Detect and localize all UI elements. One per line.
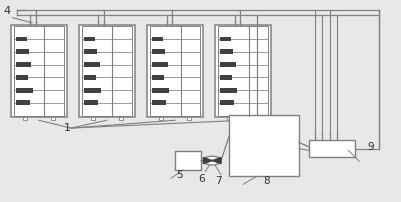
- Bar: [220, 62, 235, 67]
- Bar: [152, 49, 165, 54]
- Bar: [23, 117, 27, 120]
- Text: 6: 6: [198, 174, 205, 184]
- Bar: [187, 117, 191, 120]
- Bar: [220, 100, 234, 105]
- Bar: [16, 75, 28, 80]
- Bar: [16, 88, 33, 93]
- Bar: [229, 115, 298, 176]
- Bar: [81, 26, 132, 116]
- Bar: [14, 26, 64, 116]
- Bar: [255, 117, 259, 120]
- Bar: [152, 100, 166, 105]
- Bar: [16, 62, 31, 67]
- Bar: [16, 49, 29, 54]
- Bar: [152, 62, 167, 67]
- Bar: [84, 88, 101, 93]
- Bar: [152, 88, 169, 93]
- Bar: [152, 37, 162, 41]
- Text: 9: 9: [367, 142, 373, 152]
- Polygon shape: [212, 158, 221, 164]
- Bar: [220, 37, 231, 41]
- Bar: [84, 100, 98, 105]
- Bar: [146, 25, 203, 117]
- Bar: [152, 75, 164, 80]
- Bar: [159, 117, 163, 120]
- Bar: [308, 140, 354, 157]
- Bar: [174, 151, 200, 170]
- Circle shape: [203, 156, 221, 165]
- Bar: [149, 26, 200, 116]
- Polygon shape: [203, 158, 212, 164]
- Text: 1: 1: [64, 123, 71, 133]
- Bar: [11, 25, 67, 117]
- Bar: [227, 117, 231, 120]
- Bar: [79, 25, 135, 117]
- Text: 7: 7: [215, 176, 221, 186]
- Bar: [16, 37, 27, 41]
- Bar: [84, 49, 97, 54]
- Bar: [91, 117, 95, 120]
- Text: 4: 4: [4, 6, 11, 16]
- Bar: [16, 100, 30, 105]
- Bar: [220, 75, 231, 80]
- Bar: [84, 62, 99, 67]
- Bar: [217, 26, 267, 116]
- Text: 5: 5: [175, 170, 182, 180]
- Bar: [220, 49, 233, 54]
- Bar: [51, 117, 55, 120]
- Bar: [84, 75, 95, 80]
- Bar: [84, 37, 95, 41]
- Bar: [119, 117, 123, 120]
- Text: 8: 8: [262, 176, 269, 186]
- Bar: [215, 25, 270, 117]
- Bar: [220, 88, 237, 93]
